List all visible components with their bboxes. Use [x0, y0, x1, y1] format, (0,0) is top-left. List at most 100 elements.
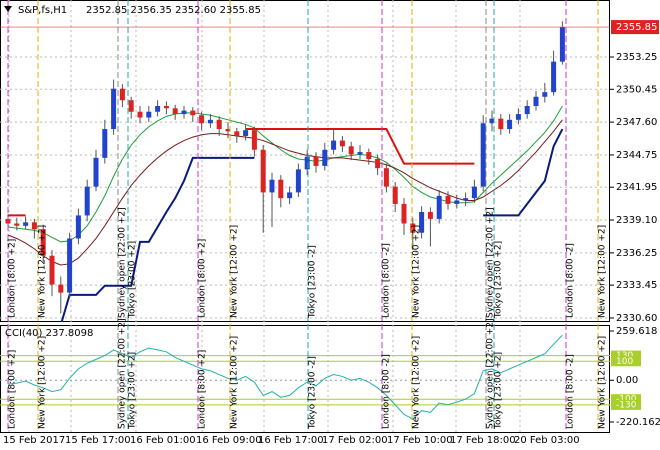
candle-body	[260, 149, 266, 193]
session-label: London [8:00 -2]	[382, 243, 392, 318]
candle-body	[181, 110, 187, 115]
y-tick-label: 2344.75	[616, 150, 657, 161]
indicator-line	[483, 128, 564, 217]
candle-body	[155, 105, 161, 112]
candle-body	[58, 284, 64, 293]
menu-arrow[interactable]	[4, 6, 12, 12]
session-label: London [8:00 -2]	[566, 354, 576, 429]
candle-body	[295, 169, 301, 193]
time-label: 20 Feb 03:00	[514, 435, 580, 446]
candle-body	[524, 105, 530, 115]
session-label: Sydney open [22:00 +2]	[486, 318, 496, 429]
session-label: Tokyo [23:00 -2]	[308, 245, 318, 319]
candle-body	[216, 119, 222, 130]
candle-body	[313, 156, 319, 166]
level-tag	[611, 350, 641, 361]
indicator-tick-label: 259.618	[616, 326, 657, 337]
candle-body	[93, 157, 99, 187]
candle-body	[331, 140, 337, 150]
candle-body	[322, 149, 328, 166]
candle-body	[207, 119, 213, 124]
candle-body	[23, 222, 29, 226]
indicator-frame	[0, 325, 610, 433]
candle-body	[40, 229, 46, 256]
y-tick-label: 2347.60	[616, 117, 657, 128]
candle-body	[163, 105, 169, 109]
candle-body	[419, 211, 425, 233]
session-label: Tokyo [23:00 +2]	[494, 352, 504, 430]
indicator-tick-label: -220.1628	[616, 417, 660, 428]
candle-body	[234, 131, 240, 136]
price-tag-box	[611, 20, 659, 35]
session-label: Sydney open [22:00 +2]	[118, 207, 128, 318]
ohlc: 2352.85 2356.35 2352.60 2355.85	[86, 5, 261, 16]
level-label: 100	[616, 357, 633, 367]
y-tick-label: 2339.10	[616, 215, 657, 226]
level-label: -130	[616, 400, 637, 410]
candle-body	[392, 186, 398, 204]
candle-body	[287, 192, 293, 199]
candle-body	[559, 27, 565, 62]
y-tick-label: 2350.45	[616, 84, 657, 95]
time-label: 16 Feb 09:00	[196, 435, 262, 446]
indicator-plot	[0, 325, 610, 432]
time-label: 15 Feb 17:00	[65, 435, 131, 446]
candle-body	[75, 215, 81, 239]
session-label: London [8:00 +2]	[8, 239, 18, 318]
candle-body	[146, 111, 152, 118]
candle-body	[401, 203, 407, 224]
candle-body	[489, 118, 495, 124]
symbol: S&P,fs,H1	[18, 5, 67, 16]
indicator-line	[7, 334, 563, 420]
candle-body	[128, 100, 134, 112]
candle-body	[348, 146, 354, 155]
candle-body	[269, 179, 275, 193]
time-label: 17 Feb 02:00	[322, 435, 388, 446]
candle-body	[339, 140, 345, 147]
time-label: 16 Feb 01:00	[130, 435, 196, 446]
candle-body	[172, 108, 178, 115]
time-label: 17 Feb 10:00	[387, 435, 453, 446]
session-label: New York [12:00 +2]	[230, 225, 240, 318]
session-label: New York [12:00 +2]	[412, 336, 422, 429]
candle-body	[199, 115, 205, 124]
candle-body	[507, 119, 513, 130]
candle-body	[225, 129, 231, 132]
indicator-line	[245, 128, 475, 165]
level-tag	[611, 399, 641, 410]
candle-body	[190, 110, 196, 116]
candle-body	[454, 200, 460, 204]
candle-body	[383, 168, 389, 187]
candle-body	[445, 195, 451, 204]
y-tick-label: 2341.95	[616, 182, 657, 193]
candle-body	[137, 111, 143, 118]
candle-body	[102, 129, 108, 158]
candle-body	[251, 130, 257, 150]
candle-body	[84, 186, 90, 216]
candle-body	[498, 118, 504, 130]
indicator-line	[60, 156, 255, 322]
candle-body	[480, 123, 486, 187]
y-tick-label: 2353.25	[616, 52, 657, 63]
candle-body	[278, 179, 284, 199]
candle-body	[463, 198, 469, 201]
candle-body	[111, 88, 117, 130]
candle-body	[375, 158, 381, 169]
candle-body	[542, 92, 548, 97]
indicator-title: CCI(40) 237.8098	[5, 328, 93, 339]
level-tag	[611, 394, 641, 405]
session-label: New York [12:00 +2]	[230, 336, 240, 429]
y-tick-label: 2330.60	[616, 313, 657, 324]
session-label: Tokyo [23:00 +2]	[494, 241, 504, 319]
session-label: Sydney open [22:00 +2]	[486, 207, 496, 318]
level-tag	[611, 356, 641, 367]
candle-body	[515, 114, 521, 120]
y-tick-label: 2336.25	[616, 248, 657, 259]
indicator-line	[7, 105, 563, 243]
session-label: London [8:00 +2]	[198, 350, 208, 429]
session-label: London [8:00 -2]	[382, 354, 392, 429]
session-label: Tokyo [23:00 -2]	[308, 356, 318, 430]
indicator-line	[7, 119, 563, 266]
candle-body	[119, 88, 125, 101]
